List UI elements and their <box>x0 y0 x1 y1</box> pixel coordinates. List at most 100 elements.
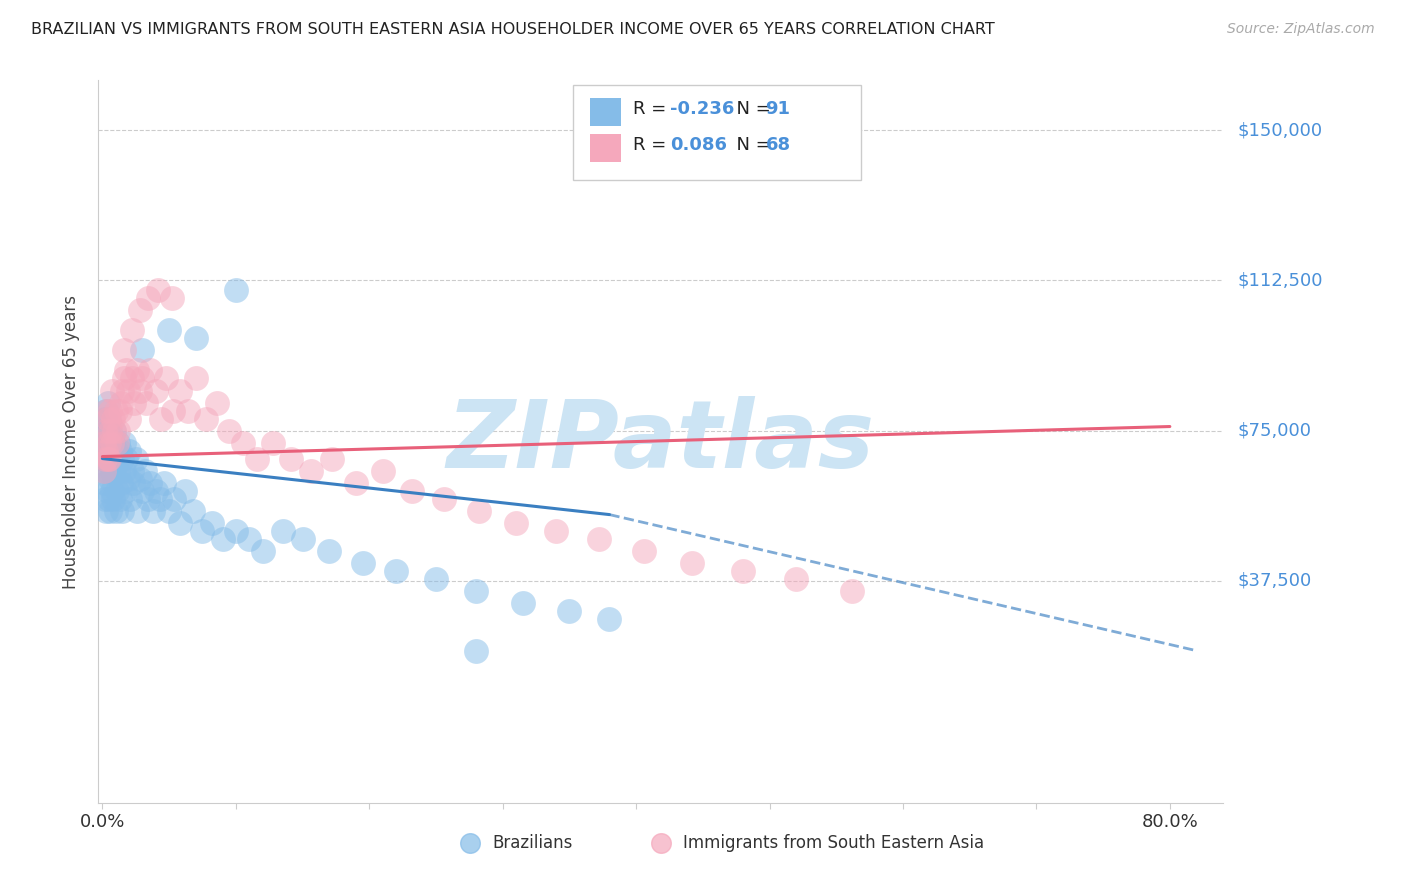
Point <box>101 411 124 425</box>
Point <box>841 583 863 598</box>
Point <box>108 403 131 417</box>
Point <box>385 564 408 578</box>
Point <box>94 491 117 506</box>
Point <box>93 435 115 450</box>
Y-axis label: Householder Income Over 65 years: Householder Income Over 65 years <box>62 294 80 589</box>
Point <box>131 483 153 498</box>
Point <box>103 424 125 438</box>
Point <box>127 363 149 377</box>
Point <box>633 543 655 558</box>
Point <box>108 443 131 458</box>
Point <box>155 371 177 385</box>
Point <box>98 411 121 425</box>
Point <box>107 424 129 438</box>
Point <box>191 524 214 538</box>
Point <box>425 572 447 586</box>
Point <box>93 424 115 438</box>
Point <box>225 284 247 298</box>
Point <box>110 395 132 409</box>
Point <box>93 451 115 466</box>
Point <box>344 475 367 490</box>
Point <box>112 371 135 385</box>
Point <box>105 435 128 450</box>
Point <box>94 451 117 466</box>
Point <box>184 331 207 345</box>
Point <box>465 583 488 598</box>
Point <box>121 371 143 385</box>
Point <box>121 323 143 337</box>
Point <box>150 411 173 425</box>
Point <box>111 384 134 398</box>
Point <box>104 403 127 417</box>
Point <box>169 516 191 530</box>
Point <box>110 475 132 490</box>
FancyBboxPatch shape <box>591 135 621 162</box>
Text: BRAZILIAN VS IMMIGRANTS FROM SOUTH EASTERN ASIA HOUSEHOLDER INCOME OVER 65 YEARS: BRAZILIAN VS IMMIGRANTS FROM SOUTH EASTE… <box>31 22 994 37</box>
Point <box>118 443 141 458</box>
Point <box>111 503 134 517</box>
Point <box>97 443 120 458</box>
FancyBboxPatch shape <box>574 86 860 180</box>
Point <box>100 451 122 466</box>
Point <box>94 411 117 425</box>
Point <box>96 403 118 417</box>
Point <box>125 451 148 466</box>
Point <box>98 491 121 506</box>
Point <box>177 403 200 417</box>
Point <box>262 435 284 450</box>
Point <box>93 435 115 450</box>
Point <box>97 483 120 498</box>
Text: $37,500: $37,500 <box>1237 572 1312 590</box>
Point <box>149 491 172 506</box>
Point <box>588 532 610 546</box>
Point <box>231 435 253 450</box>
Point <box>758 723 780 738</box>
Point <box>134 464 156 478</box>
Point <box>135 395 157 409</box>
Point <box>139 363 162 377</box>
Point <box>211 532 233 546</box>
Point <box>105 483 128 498</box>
Point <box>114 483 136 498</box>
Point <box>128 472 150 486</box>
Text: N =: N = <box>725 136 776 154</box>
Point <box>97 395 120 409</box>
Point <box>115 451 138 466</box>
Point <box>100 483 122 498</box>
Text: 68: 68 <box>765 136 790 154</box>
Point <box>145 384 167 398</box>
Point <box>321 451 343 466</box>
Point <box>145 483 167 498</box>
Point <box>246 451 269 466</box>
Point <box>371 464 394 478</box>
Point <box>100 472 122 486</box>
Point <box>96 503 118 517</box>
Point <box>681 556 703 570</box>
Point <box>100 424 122 438</box>
Point <box>121 464 143 478</box>
Point <box>136 292 159 306</box>
Point <box>131 343 153 358</box>
Point <box>299 464 322 478</box>
Point <box>93 464 115 478</box>
Point <box>205 395 228 409</box>
Text: $150,000: $150,000 <box>1237 121 1322 139</box>
Point <box>103 464 125 478</box>
Point <box>107 464 129 478</box>
Point <box>98 435 121 450</box>
Point <box>100 424 122 438</box>
Point <box>174 483 197 498</box>
Point <box>101 435 124 450</box>
Point <box>103 424 125 438</box>
Point <box>112 343 135 358</box>
Point <box>118 411 141 425</box>
Point <box>153 475 176 490</box>
Point <box>181 503 204 517</box>
Text: N =: N = <box>725 100 776 118</box>
Point <box>184 371 207 385</box>
Point <box>112 464 135 478</box>
Point <box>785 572 807 586</box>
Point <box>157 503 180 517</box>
Point <box>271 524 294 538</box>
Point <box>104 503 127 517</box>
